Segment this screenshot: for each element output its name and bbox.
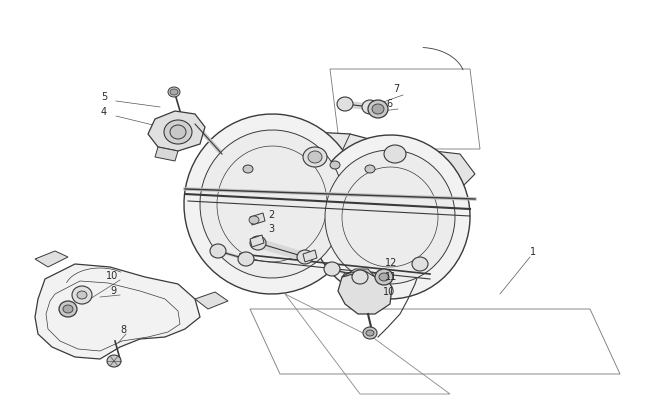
Ellipse shape (170, 126, 186, 140)
Text: 8: 8 (120, 324, 126, 334)
Polygon shape (400, 148, 475, 194)
Polygon shape (35, 252, 68, 267)
Ellipse shape (375, 269, 393, 285)
Ellipse shape (72, 286, 92, 304)
Polygon shape (250, 213, 265, 226)
Text: 9: 9 (110, 285, 116, 295)
Text: 10: 10 (383, 286, 395, 296)
Ellipse shape (310, 136, 470, 299)
Polygon shape (148, 112, 205, 151)
Ellipse shape (303, 148, 327, 168)
Text: 7: 7 (393, 84, 399, 94)
Polygon shape (35, 264, 200, 359)
Ellipse shape (164, 121, 192, 145)
Text: 5: 5 (101, 92, 107, 102)
Text: 11: 11 (385, 271, 397, 281)
Ellipse shape (59, 301, 77, 317)
Ellipse shape (243, 166, 253, 174)
Ellipse shape (384, 146, 406, 164)
Ellipse shape (297, 250, 313, 264)
Polygon shape (338, 271, 392, 314)
Ellipse shape (308, 151, 322, 164)
Ellipse shape (363, 327, 377, 339)
Ellipse shape (170, 90, 178, 96)
Polygon shape (210, 130, 430, 192)
Ellipse shape (368, 101, 388, 119)
Text: 6: 6 (386, 99, 392, 109)
Ellipse shape (238, 252, 254, 266)
Text: 2: 2 (268, 209, 274, 220)
Ellipse shape (379, 273, 389, 281)
Ellipse shape (324, 262, 340, 276)
Ellipse shape (330, 162, 340, 170)
Ellipse shape (325, 151, 455, 284)
Text: 3: 3 (268, 224, 274, 233)
Polygon shape (195, 292, 228, 309)
Ellipse shape (362, 101, 378, 115)
Text: 4: 4 (101, 107, 107, 117)
Ellipse shape (372, 105, 384, 115)
Ellipse shape (77, 291, 87, 299)
Polygon shape (303, 250, 317, 262)
Ellipse shape (107, 355, 121, 367)
Polygon shape (250, 235, 264, 247)
Ellipse shape (168, 88, 180, 98)
Text: 1: 1 (530, 246, 536, 256)
Ellipse shape (250, 237, 266, 250)
Ellipse shape (63, 305, 73, 313)
Ellipse shape (337, 98, 353, 112)
Text: 10: 10 (106, 270, 118, 280)
Ellipse shape (200, 131, 344, 278)
Text: 12: 12 (385, 257, 397, 267)
Polygon shape (342, 269, 375, 277)
Ellipse shape (352, 270, 368, 284)
Ellipse shape (184, 115, 360, 294)
Polygon shape (155, 148, 178, 162)
Ellipse shape (366, 330, 374, 336)
Ellipse shape (249, 216, 259, 224)
Ellipse shape (412, 257, 428, 271)
Ellipse shape (365, 166, 375, 174)
Ellipse shape (210, 244, 226, 258)
